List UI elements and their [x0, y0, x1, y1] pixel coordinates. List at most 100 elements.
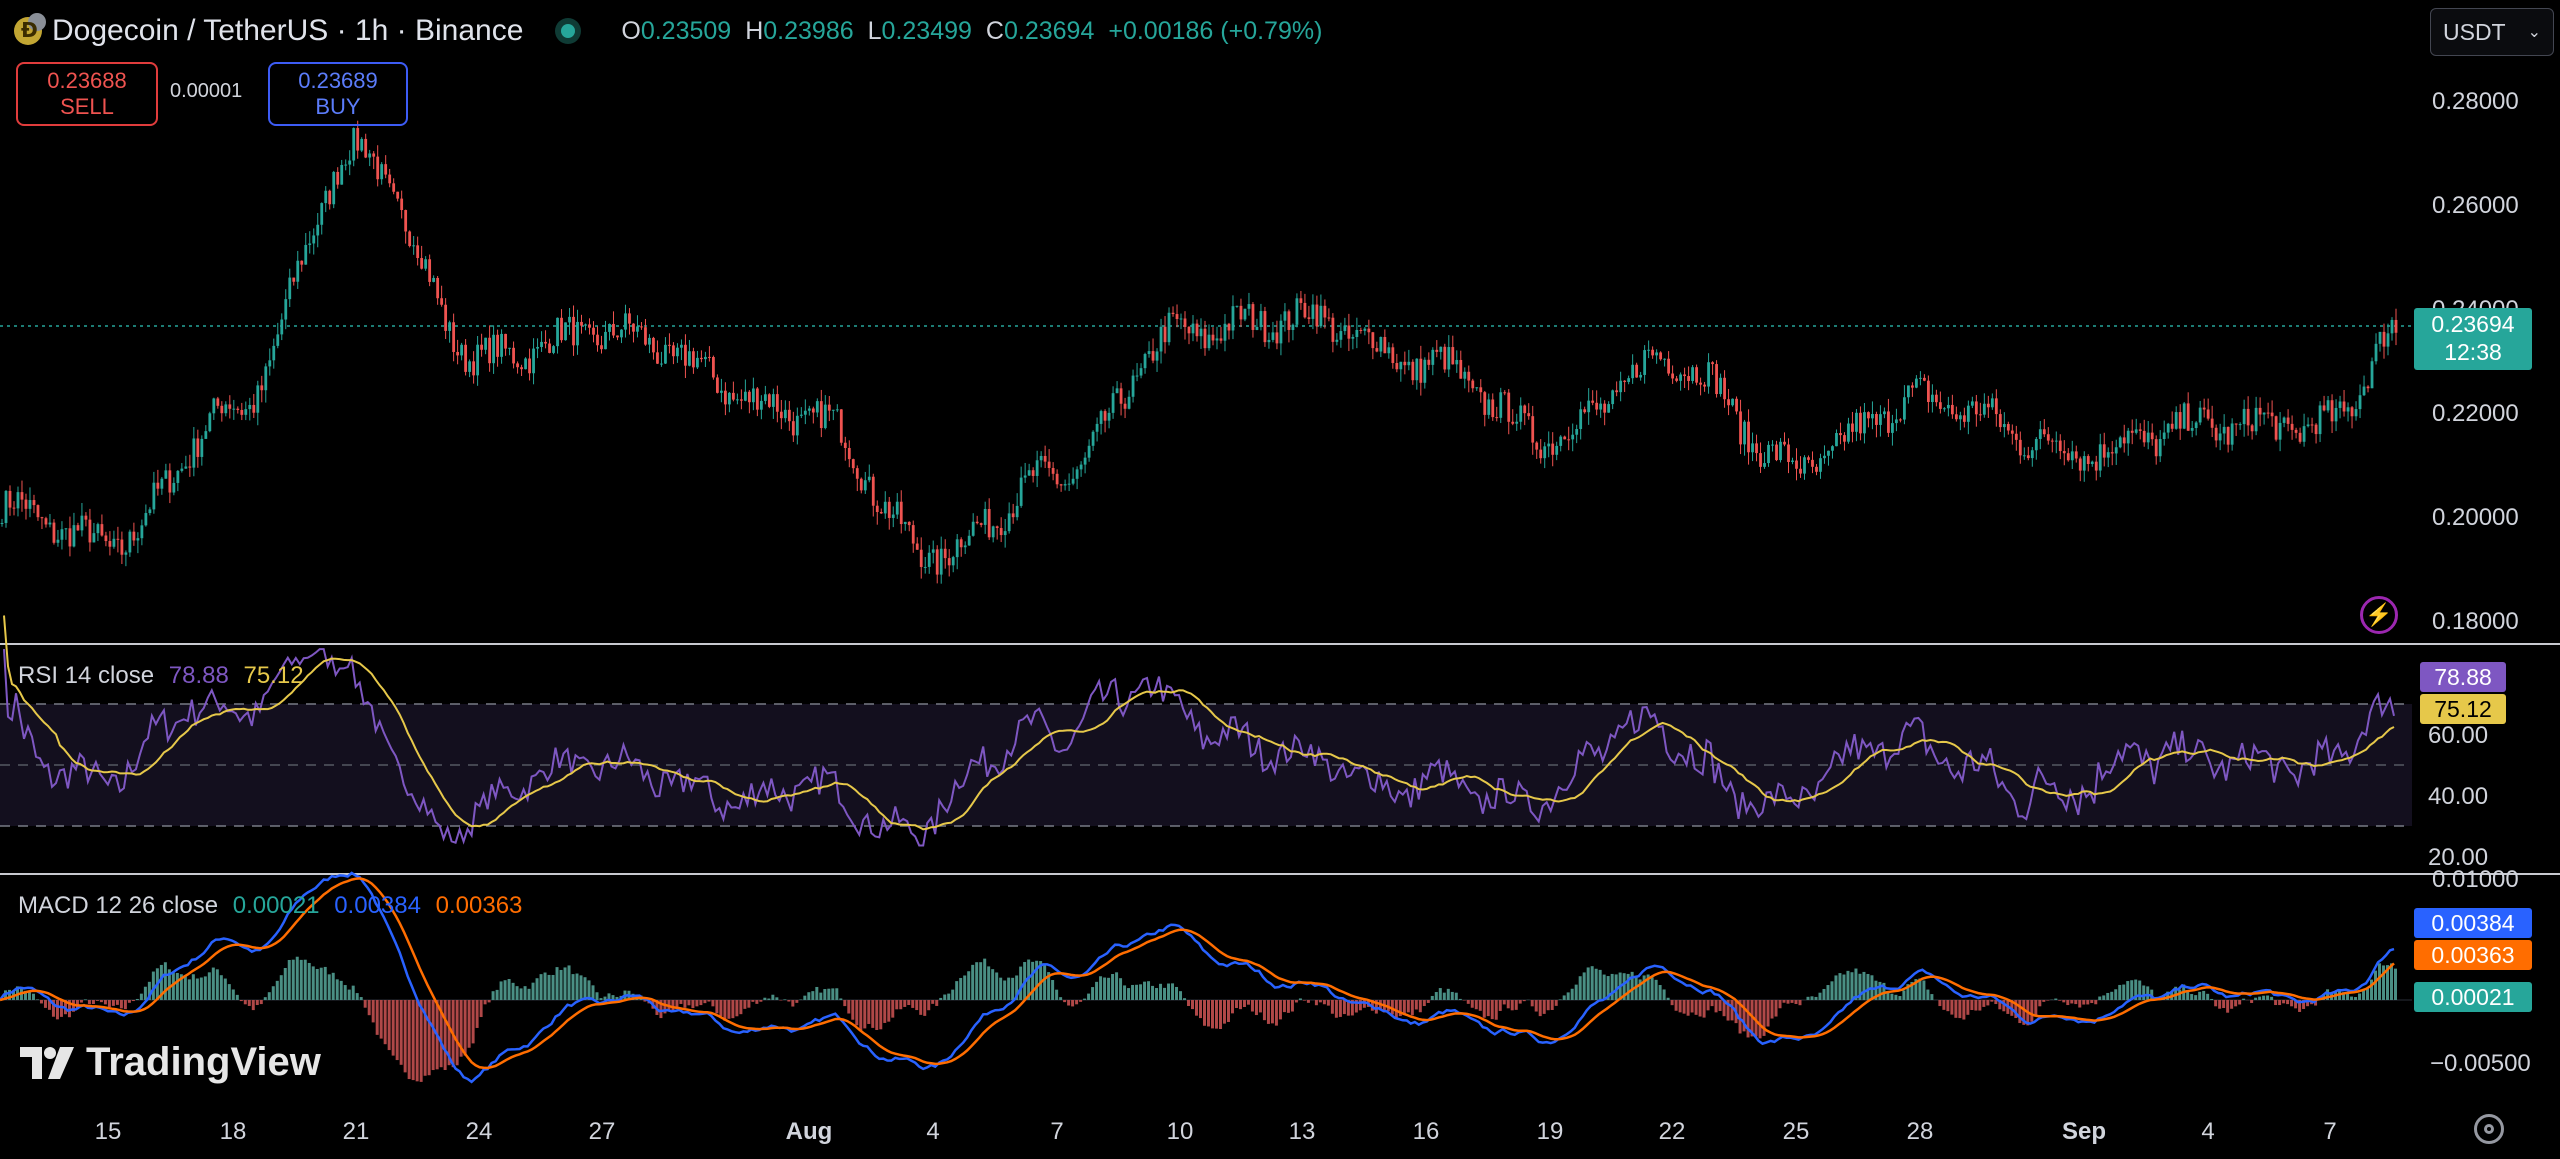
price-tick: 0.22000: [2432, 400, 2519, 427]
macd-hist-bar: [2038, 1000, 2042, 1007]
candle-body: [1155, 351, 1159, 361]
candle-body: [823, 404, 827, 429]
candle-body: [1179, 318, 1183, 320]
candle-body: [2042, 429, 2046, 435]
candle-body: [2234, 423, 2238, 425]
macd-hist-bar: [2354, 997, 2358, 1000]
macd-hist-bar: [1770, 1000, 1774, 1019]
macd-hist-bar: [839, 998, 843, 1000]
macd-hist-bar: [519, 988, 523, 1000]
signal-line: [0, 877, 2395, 1070]
time-tick: 16: [1412, 1118, 1440, 1145]
candle-body: [2394, 319, 2398, 333]
candle-body: [512, 347, 515, 364]
candle-body: [1990, 398, 1994, 408]
candle-body: [911, 525, 915, 544]
macd-hist-bar: [343, 985, 347, 1000]
macd-hist-bar: [1011, 977, 1015, 1000]
macd-hist-bar: [395, 1000, 399, 1061]
candle-body: [400, 198, 404, 211]
macd-hist-bar: [1306, 1000, 1310, 1003]
candle-body: [1974, 401, 1978, 415]
macd-legend[interactable]: MACD 12 26 close 0.00021 0.00384 0.00363: [18, 892, 522, 920]
candle-body: [1479, 387, 1483, 393]
candle-body: [955, 539, 959, 558]
candle-body: [959, 539, 963, 548]
settings-icon[interactable]: [2474, 1114, 2504, 1144]
candle-body: [1363, 328, 1367, 331]
candle-body: [1747, 421, 1750, 453]
candle-body: [240, 409, 244, 415]
candle-body: [2154, 439, 2158, 457]
candle-body: [839, 409, 843, 443]
candle-body: [704, 356, 707, 360]
candle-body: [1007, 513, 1011, 532]
macd-hist-bar: [2118, 984, 2122, 1000]
candle-body: [979, 523, 983, 525]
macd-hist-bar: [2190, 994, 2194, 1000]
candle-body: [264, 366, 268, 391]
macd-hist-bar: [299, 959, 303, 1000]
macd-hist-bar: [1738, 1000, 1742, 1034]
candle-body: [200, 438, 204, 457]
candle-body: [124, 552, 128, 555]
candle-body: [1607, 404, 1611, 413]
macd-hist-bar: [487, 1000, 491, 1003]
candle-body: [204, 431, 208, 439]
candle-body: [719, 390, 723, 393]
macd-hist-bar: [1806, 996, 1810, 1000]
candle-body: [1723, 377, 1726, 400]
candle-body: [152, 482, 156, 510]
symbol-title[interactable]: Dogecoin / TetherUS · 1h · Binance: [52, 14, 524, 47]
candle-body: [312, 235, 316, 244]
candle-body: [1555, 445, 1559, 455]
macd-hist-bar: [599, 998, 603, 1000]
macd-hist-bar: [1930, 994, 1934, 1000]
macd-hist-bar: [1706, 1000, 1710, 1011]
currency-select[interactable]: USDT ⌄: [2430, 8, 2554, 56]
macd-hist-bar: [1858, 973, 1862, 1000]
macd-hist-bar: [2226, 1000, 2230, 1013]
rsi-legend[interactable]: RSI 14 close 78.88 75.12: [18, 662, 304, 690]
buy-button[interactable]: 0.23689 BUY: [268, 62, 408, 126]
candle-body: [1195, 323, 1199, 337]
candle-body: [60, 529, 64, 540]
candle-body: [1567, 439, 1571, 441]
sell-button[interactable]: 0.23688 SELL: [16, 62, 158, 126]
candle-body: [1930, 394, 1934, 403]
candle-body: [2194, 422, 2198, 429]
candle-body: [1819, 458, 1822, 472]
macd-hist-bar: [191, 974, 195, 1000]
macd-hist-bar: [2222, 1000, 2226, 1009]
candle-body: [1966, 405, 1970, 422]
candle-body: [2162, 432, 2166, 439]
candle-body: [1863, 412, 1866, 434]
macd-hist-bar: [2210, 998, 2214, 1000]
lightning-icon[interactable]: ⚡: [2360, 596, 2398, 634]
macd-hist-bar: [195, 978, 199, 1000]
candle-body: [1643, 350, 1647, 375]
macd-hist-bar: [1966, 1000, 1970, 1015]
candle-body: [2062, 451, 2066, 454]
rsi-ma-tag: 75.12: [2420, 694, 2506, 724]
macd-hist-bar: [815, 986, 819, 1000]
candle-body: [1911, 385, 1914, 388]
symbol-header[interactable]: Dogecoin / TetherUS · 1h · Binance O0.23…: [14, 10, 1336, 52]
candle-body: [2222, 426, 2226, 434]
tradingview-logo[interactable]: TradingView: [20, 1040, 321, 1085]
candle-body: [1379, 337, 1383, 352]
candle-body: [1751, 443, 1754, 453]
macd-hist-bar: [1922, 980, 1926, 1000]
candle-body: [424, 259, 428, 269]
macd-hist-bar: [1554, 1000, 1558, 1006]
candle-body: [2378, 331, 2382, 344]
macd-hist-bar: [23, 990, 27, 1000]
candle-body: [2182, 403, 2186, 429]
macd-hist-bar: [2110, 991, 2114, 1000]
macd-hist-bar: [1974, 1000, 1978, 1011]
macd-hist-bar: [1163, 987, 1167, 1000]
candle-body: [2250, 425, 2254, 432]
candle-body: [1671, 373, 1675, 379]
macd-hist-bar: [427, 1000, 431, 1076]
